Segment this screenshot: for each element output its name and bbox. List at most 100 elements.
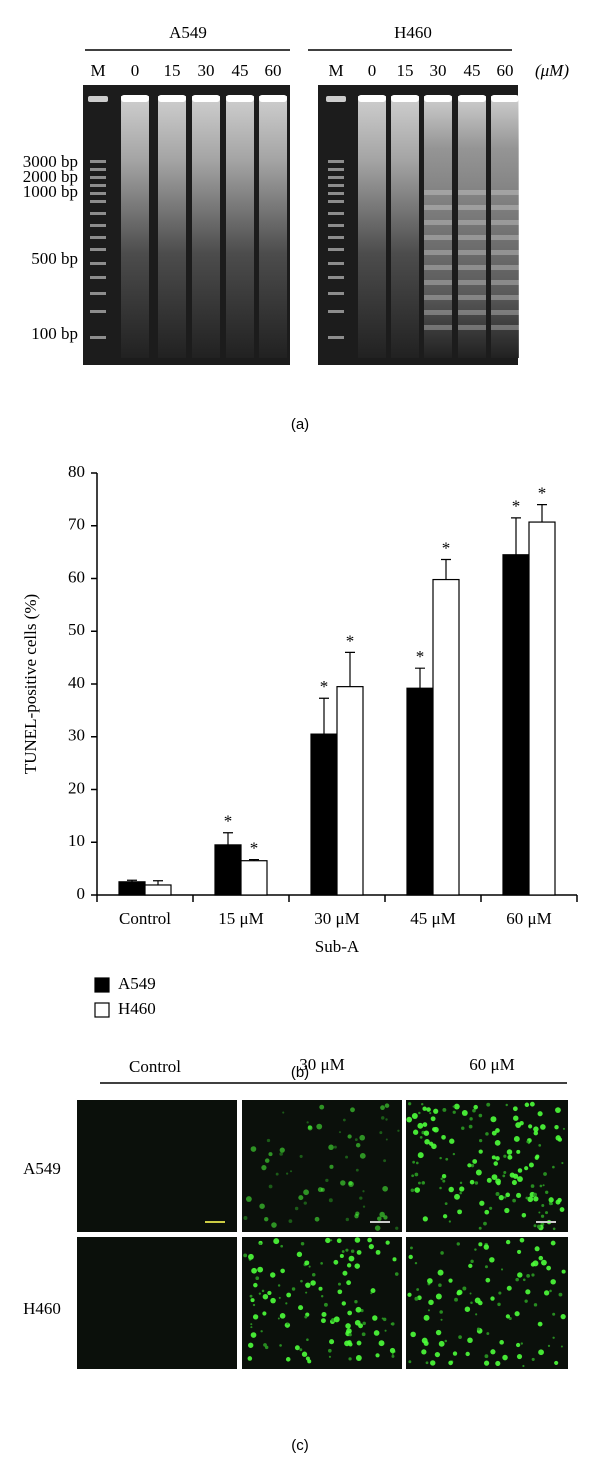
cell	[520, 1342, 523, 1345]
cell	[264, 1216, 269, 1222]
cell	[512, 1173, 519, 1179]
cell	[298, 1305, 304, 1311]
well	[458, 95, 486, 102]
cell	[318, 1286, 323, 1291]
cell	[348, 1255, 355, 1262]
y-tick-label: 20	[68, 778, 85, 797]
cell	[558, 1292, 563, 1297]
cell	[375, 1249, 381, 1255]
cell	[348, 1181, 354, 1187]
cell	[489, 1257, 495, 1263]
cell	[512, 1198, 516, 1203]
row-label: A549	[23, 1159, 61, 1178]
error-bar	[249, 859, 259, 861]
cell	[468, 1263, 473, 1268]
cell	[440, 1251, 444, 1255]
cell	[257, 1266, 264, 1273]
cell	[517, 1176, 523, 1182]
cell	[439, 1156, 442, 1160]
cell	[426, 1107, 431, 1112]
cell	[323, 1302, 328, 1307]
cell	[495, 1156, 500, 1161]
cell	[524, 1299, 528, 1303]
cell	[338, 1131, 341, 1134]
cell	[299, 1154, 303, 1158]
cell	[370, 1288, 376, 1294]
cell	[333, 1316, 340, 1323]
cell	[259, 1203, 265, 1209]
cell	[474, 1297, 481, 1304]
cell	[250, 1298, 255, 1303]
column-label: 60 μM	[469, 1055, 514, 1074]
cell	[355, 1168, 359, 1172]
marker-label: 3000 bp	[23, 152, 78, 171]
cell	[537, 1111, 543, 1117]
cell	[438, 1283, 442, 1287]
cell	[550, 1240, 556, 1246]
cell	[428, 1299, 434, 1306]
cell	[506, 1285, 512, 1291]
cell	[303, 1201, 307, 1205]
cell	[541, 1204, 545, 1207]
ladder-band	[424, 310, 452, 315]
cell	[491, 1174, 498, 1181]
lane-label: 15	[397, 61, 414, 80]
cell	[494, 1139, 501, 1146]
cell	[243, 1253, 248, 1258]
cell	[391, 1354, 395, 1358]
cell	[350, 1107, 355, 1113]
cell	[421, 1102, 424, 1106]
cell	[533, 1192, 538, 1197]
cell	[410, 1246, 413, 1250]
cell	[243, 1216, 248, 1221]
cell	[270, 1297, 276, 1304]
bar	[144, 884, 172, 896]
marker-label: 2000 bp	[23, 167, 78, 186]
cell	[424, 1139, 430, 1145]
gel	[83, 85, 290, 365]
cell	[452, 1152, 456, 1156]
cell	[524, 1166, 529, 1171]
cell	[395, 1226, 399, 1230]
x-tick-label: 60 μM	[506, 909, 551, 928]
ladder-band	[424, 325, 452, 330]
cell	[470, 1163, 475, 1168]
cell	[441, 1173, 447, 1179]
ladder-band	[90, 200, 106, 203]
cell	[320, 1262, 323, 1265]
cell	[407, 1292, 412, 1297]
cell	[267, 1290, 272, 1296]
ladder-band	[90, 262, 106, 265]
cell	[300, 1242, 305, 1246]
cell	[469, 1179, 475, 1185]
x-axis-label: Sub-A	[315, 937, 360, 956]
cell	[516, 1149, 521, 1154]
significance-label: *	[346, 631, 355, 650]
cell	[418, 1181, 421, 1185]
cell	[513, 1136, 520, 1142]
cell	[468, 1124, 473, 1129]
cell	[515, 1277, 519, 1282]
ladder-band	[90, 224, 106, 227]
ladder-band	[90, 310, 106, 313]
cell	[497, 1302, 501, 1307]
cell	[320, 1295, 324, 1298]
cell	[430, 1360, 436, 1366]
well	[158, 95, 186, 102]
cell	[273, 1238, 280, 1245]
cell	[362, 1321, 366, 1326]
error-bar	[345, 651, 355, 687]
cell	[485, 1277, 491, 1283]
ladder-band	[328, 184, 344, 187]
lane	[226, 96, 254, 358]
well	[424, 95, 452, 102]
cell	[530, 1184, 535, 1188]
cell	[258, 1292, 262, 1295]
cell	[484, 1265, 488, 1269]
cell	[359, 1152, 366, 1159]
cell	[277, 1284, 281, 1287]
micrograph	[242, 1100, 402, 1232]
cell	[421, 1181, 426, 1185]
cell	[473, 1104, 478, 1110]
cell	[408, 1254, 413, 1260]
